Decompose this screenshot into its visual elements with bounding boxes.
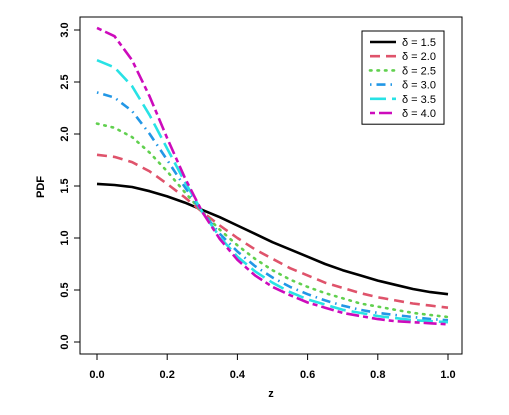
x-tick-label: 0.4	[230, 369, 246, 381]
x-tick-label: 0.8	[370, 369, 385, 381]
legend-label: δ = 3.5	[402, 94, 436, 106]
y-tick-label: 1.0	[59, 230, 71, 245]
series-line-6	[96, 26, 449, 326]
legend: δ = 1.5 δ = 2.0 δ = 2.5 δ = 3.0 δ = 3.5 δ = 4…	[361, 30, 445, 125]
x-tick-label: 0.0	[89, 369, 104, 381]
legend-label: δ = 2.0	[402, 51, 436, 63]
x-tick-label: 1.0	[440, 369, 455, 381]
y-tick-label: 2.0	[59, 126, 71, 141]
y-tick-label: 0.5	[59, 282, 71, 297]
legend-label: δ = 2.5	[402, 65, 436, 77]
legend-box	[361, 30, 445, 125]
series-line-3	[95, 122, 450, 319]
y-tick-label: 1.5	[59, 178, 71, 193]
legend-label: δ = 1.5	[402, 37, 436, 49]
series-layer	[95, 26, 450, 326]
legend-label: δ = 3.0	[402, 80, 436, 92]
x-axis: 0.0 0.2 0.4 0.6 0.8 1.0	[89, 354, 456, 381]
x-tick-label: 0.2	[160, 369, 175, 381]
y-tick-label: 0.0	[59, 334, 71, 349]
y-tick-label: 3.0	[59, 22, 71, 37]
y-axis: 0.0 0.5 1.0 1.5 2.0 2.5 3.0	[59, 22, 80, 350]
series-line-1	[96, 182, 449, 296]
y-axis-title: PDF	[35, 176, 47, 198]
x-tick-label: 0.6	[300, 369, 315, 381]
legend-label: δ = 4.0	[402, 108, 436, 120]
series-line-5	[96, 58, 449, 324]
y-tick-label: 2.5	[59, 74, 71, 89]
axes-layer: 0.0 0.2 0.4 0.6 0.8 1.0 0.0 0.5 1.0 1.5 2.0 2.5 3.0	[59, 22, 456, 381]
series-line-4	[96, 91, 449, 322]
x-axis-title: z	[268, 388, 274, 400]
